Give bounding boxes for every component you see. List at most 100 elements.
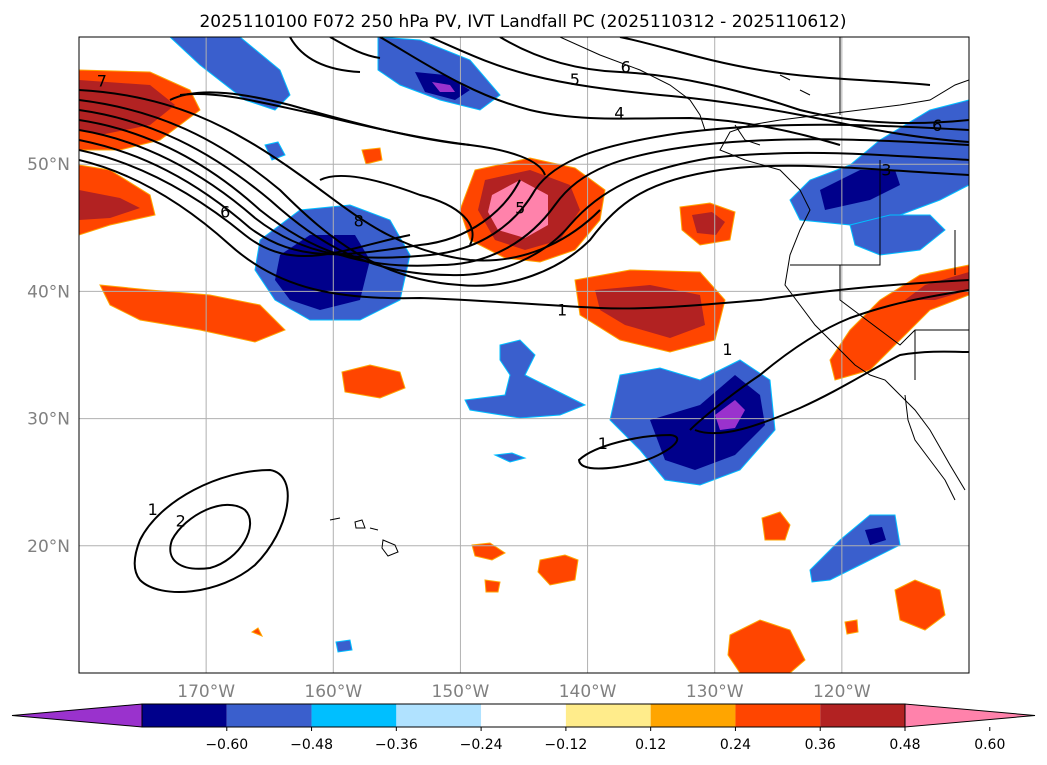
colorbar-swatch [311,704,397,727]
baja-coastline [904,394,956,501]
colorbar-extend-max [904,703,1036,728]
contour-label: 3 [881,161,891,180]
negative-anomaly-region [809,514,901,583]
colorbar-swatch [735,704,821,727]
negative-anomaly-peak [432,82,455,92]
colorbar-tick-label: −0.36 [375,737,418,753]
pv-contour-line [379,37,841,146]
colorbar-swatch [142,704,227,727]
pv-contour-line [499,37,969,124]
pv-contour-line [619,37,931,86]
colorbar-tick-label: −0.24 [460,737,503,753]
positive-anomaly-region [844,619,859,635]
colorbar-tick-label: 0.60 [974,737,1005,753]
longitude-label: 120°W [813,682,871,702]
contour-label: 1 [598,434,608,453]
coastlines [329,37,969,557]
contour-label: 5 [515,199,525,218]
negative-anomaly-region [464,339,587,419]
pv-contour-line [79,149,411,257]
negative-anomaly-core [650,375,765,470]
pv-contour-line [79,119,969,267]
pv-contour-line [577,433,679,470]
pv-contour-line [79,123,969,259]
state-border [790,160,881,266]
colorbar-extend-min [11,703,143,728]
contour-label: 6 [932,116,942,135]
pv-contour-line [79,99,969,287]
longitude-label: 130°W [686,682,744,702]
colorbar-swatch [820,704,905,727]
alaska-islands [734,74,811,146]
colorbar-swatch [396,704,482,727]
colorbar-tick-label: 0.12 [635,737,666,753]
colorbar-tick-label: 0.24 [720,737,751,753]
alaska-coastline [559,37,706,131]
colorbar-swatch [481,704,566,727]
colorbar-tick-label: −0.12 [544,737,587,753]
contour-label: 1 [148,500,158,519]
map-frame [78,36,970,674]
positive-anomaly-core [595,285,705,338]
pv-contour-line [79,159,969,310]
contour-label: 8 [354,211,364,230]
longitude-label: 140°W [559,682,617,702]
colorbar-tick-label: 0.48 [889,737,920,753]
positive-anomaly-core [692,212,725,235]
contour-label: 6 [621,58,631,77]
negative-anomaly-region [335,639,353,653]
contour-label: 1 [722,340,732,359]
pv-contour-line [79,139,521,256]
positive-anomaly-region [250,627,264,637]
latitude-label: 30°N [27,410,70,430]
pv-contours [79,37,969,593]
positive-anomaly-region [99,284,286,343]
map-title: 2025110100 F072 250 hPa PV, IVT Landfall… [199,12,846,32]
colorbar: −0.60 −0.48 −0.36 −0.24 −0.12 0.12 0.24 0.36 0.4… [11,703,1036,753]
pv-contour-line [169,503,251,570]
pv-contour-line [694,350,969,435]
negative-anomaly-peak [715,400,745,430]
latitude-label: 20°N [27,537,70,557]
colorbar-tick-label: 0.36 [805,737,836,753]
positive-anomaly-region [471,542,506,561]
longitude-labels: 170°W 160°W 150°W 140°W 130°W 120°W [177,682,871,702]
negative-anomaly-region [849,214,946,256]
positive-anomaly-region [894,579,946,631]
positive-anomaly-region [727,619,806,673]
positive-anomaly-region [361,147,383,165]
pv-contour-line [79,89,601,262]
positive-anomaly-region [761,511,791,541]
contour-label: 7 [97,72,107,91]
negative-anomaly-core [865,527,886,545]
positive-anomaly-region [537,554,579,586]
pv-contour-line [319,174,474,246]
latitude-labels: 50°N 40°N 30°N 20°N [27,155,70,557]
positive-anomaly-core [79,80,175,135]
pv-contour-line [289,37,381,73]
latitude-label: 40°N [27,282,70,302]
negative-anomaly-region [493,452,527,463]
state-border [839,265,969,346]
pv-contour-line [169,91,471,146]
pv-contour-line [133,468,289,593]
contour-label: 4 [614,103,624,122]
colorbar-tick-label: −0.48 [290,737,333,753]
contour-label: 5 [570,70,580,89]
pv-contour-line [429,37,969,143]
longitude-label: 170°W [177,682,235,702]
shaded-field [79,37,969,673]
longitude-label: 160°W [304,682,362,702]
colorbar-swatch [226,704,312,727]
colorbar-outline [141,703,906,728]
contour-label: 1 [557,300,567,319]
latitude-label: 50°N [27,155,70,175]
positive-anomaly-region [484,579,501,593]
colorbar-swatch [650,704,736,727]
contour-label: 2 [176,512,186,531]
negative-anomaly-region [377,37,501,111]
colorbar-swatch [565,704,651,727]
